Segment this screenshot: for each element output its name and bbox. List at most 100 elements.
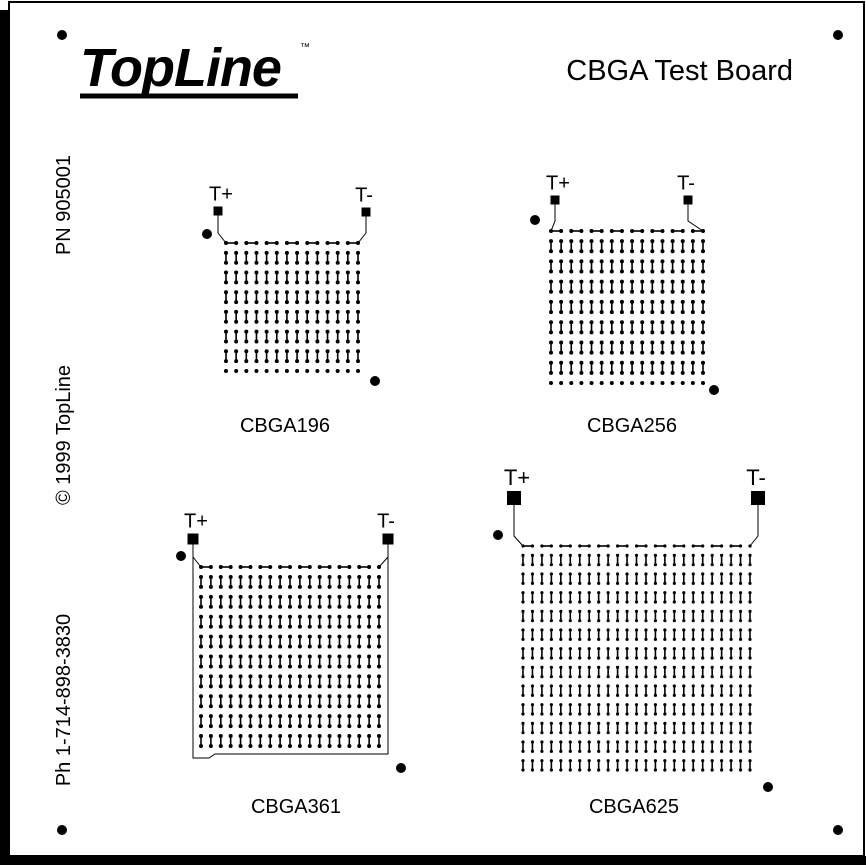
ball-pad [720,638,723,641]
ball-pad [620,371,624,375]
ball-pad [607,750,610,753]
ball-pad [644,638,647,641]
fiducial [370,376,380,386]
ball-pad [234,339,238,343]
ball-pad [569,563,572,566]
ball-pad [549,310,553,314]
ball-pad [682,619,685,622]
ball-pad [635,563,638,566]
ball-pad [644,675,647,678]
ball-pad [569,270,573,274]
ball-pad [635,582,638,585]
ball-pad [640,249,644,253]
ball-pad [597,600,600,603]
ball-pad [692,731,695,734]
ball-pad [367,744,371,748]
ball-pad [650,330,654,334]
ball-pad [244,339,248,343]
ball-pad [640,351,644,355]
ball-pad [550,600,553,603]
ball-pad [616,619,619,622]
ball-pad [579,310,583,314]
ball-pad [308,704,312,708]
ball-pad [239,664,243,668]
ball-pad [308,565,312,569]
ball-pad [578,768,581,771]
background [0,0,866,865]
ball-pad [663,712,666,715]
ball-pad [347,744,351,748]
ball-pad [521,600,524,603]
package-label: CBGA256 [587,415,677,437]
ball-pad [239,724,243,728]
ball-pad [550,638,553,641]
ball-pad [239,704,243,708]
fiducial [176,551,186,561]
ball-pad [711,712,714,715]
ball-pad [569,638,572,641]
ball-pad [308,664,312,668]
test-pad [188,534,199,545]
ball-pad [308,605,312,609]
ball-pad [682,731,685,734]
ball-pad [610,290,614,294]
ball-pad [219,605,223,609]
ball-pad [315,241,319,245]
ball-pad [701,750,704,753]
ball-pad [569,768,572,771]
ball-pad [254,300,258,304]
ball-pad [640,330,644,334]
ball-pad [275,339,279,343]
ball-pad [701,731,704,734]
ball-pad [644,768,647,771]
ball-pad [720,600,723,603]
ball-pad [711,768,714,771]
ball-pad [224,339,228,343]
ball-pad [673,750,676,753]
ball-pad [248,724,252,728]
ball-pad [199,605,203,609]
ball-pad [559,582,562,585]
ball-pad [739,544,742,547]
ball-pad [305,320,309,324]
ball-pad [711,675,714,678]
ball-pad [540,582,543,585]
ball-pad [288,605,292,609]
ball-pad [305,261,309,265]
ball-pad [550,768,553,771]
ball-pad [701,768,704,771]
ball-pad [729,694,732,697]
ball-pad [224,320,228,324]
ball-pad [234,320,238,324]
ball-pad [559,351,563,355]
ball-pad [610,351,614,355]
ball-pad [346,369,350,373]
ball-pad [295,359,299,363]
ball-pad [569,619,572,622]
ball-pad [305,369,309,373]
ball-pad [579,351,583,355]
ball-pad [610,330,614,334]
ball-pad [367,605,371,609]
ball-pad [625,675,628,678]
ball-pad [610,249,614,253]
ball-pad [644,582,647,585]
ball-pad [579,330,583,334]
ball-pad [258,664,262,668]
ball-pad [229,625,233,629]
ball-pad [265,339,269,343]
ball-pad [559,330,563,334]
ball-pad [559,656,562,659]
ball-pad [654,600,657,603]
ball-pad [531,675,534,678]
ball-pad [540,638,543,641]
ball-pad [288,664,292,668]
ball-pad [377,724,381,728]
ball-pad [288,724,292,728]
ball-pad [521,768,524,771]
ball-pad [326,359,330,363]
ball-pad [209,625,213,629]
ball-pad [701,600,704,603]
ball-pad [549,330,553,334]
ball-pad [610,270,614,274]
